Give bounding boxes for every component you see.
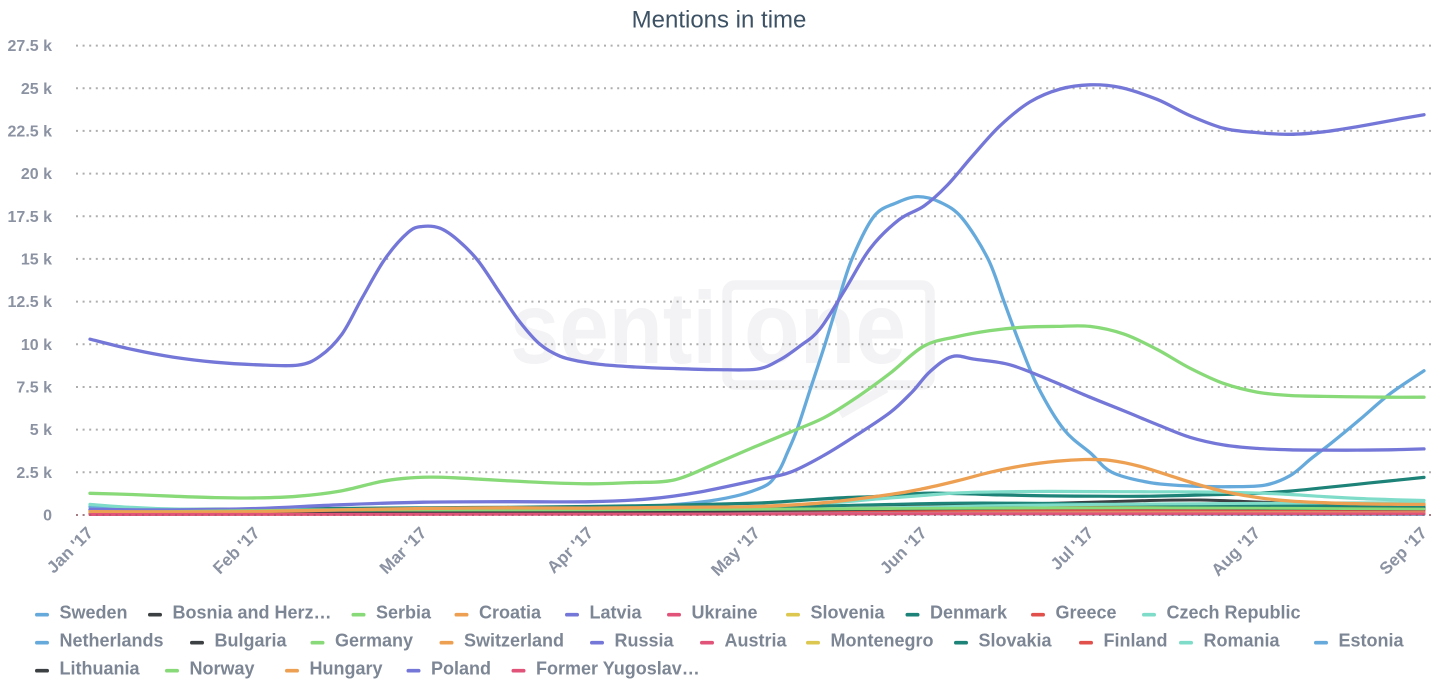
- svg-text:Romania: Romania: [1204, 631, 1281, 651]
- svg-text:Feb '17: Feb '17: [209, 523, 263, 577]
- svg-text:Bulgaria: Bulgaria: [215, 631, 288, 651]
- svg-text:Czech Republic: Czech Republic: [1167, 603, 1301, 623]
- svg-text:Slovenia: Slovenia: [811, 603, 886, 623]
- svg-text:Aug '17: Aug '17: [1208, 523, 1264, 579]
- svg-text:Bosnia and Herz…: Bosnia and Herz…: [173, 603, 332, 623]
- svg-text:Greece: Greece: [1056, 603, 1117, 623]
- svg-text:Jun '17: Jun '17: [876, 523, 930, 577]
- svg-text:15 k: 15 k: [21, 251, 52, 268]
- svg-text:10 k: 10 k: [21, 337, 52, 354]
- svg-text:Hungary: Hungary: [310, 659, 383, 679]
- svg-text:7.5 k: 7.5 k: [16, 380, 52, 397]
- svg-text:Croatia: Croatia: [479, 603, 542, 623]
- svg-text:Jan '17: Jan '17: [43, 523, 97, 577]
- svg-text:2.5 k: 2.5 k: [16, 465, 52, 482]
- svg-text:Latvia: Latvia: [590, 603, 643, 623]
- svg-text:Denmark: Denmark: [930, 603, 1008, 623]
- svg-text:Apr '17: Apr '17: [543, 523, 597, 577]
- svg-text:Sep '17: Sep '17: [1376, 523, 1431, 578]
- svg-text:Former Yugoslav…: Former Yugoslav…: [536, 659, 700, 679]
- svg-text:Slovakia: Slovakia: [979, 631, 1053, 651]
- svg-text:May '17: May '17: [707, 523, 763, 579]
- svg-text:Norway: Norway: [190, 659, 255, 679]
- svg-text:Mar '17: Mar '17: [376, 523, 430, 577]
- svg-text:Austria: Austria: [725, 631, 788, 651]
- svg-text:27.5 k: 27.5 k: [8, 38, 53, 55]
- svg-text:12.5 k: 12.5 k: [8, 294, 53, 311]
- svg-text:17.5 k: 17.5 k: [8, 209, 53, 226]
- svg-text:Estonia: Estonia: [1339, 631, 1405, 651]
- svg-text:one: one: [744, 271, 906, 385]
- svg-text:22.5 k: 22.5 k: [8, 123, 53, 140]
- svg-text:Montenegro: Montenegro: [831, 631, 934, 651]
- svg-text:25 k: 25 k: [21, 81, 52, 98]
- svg-text:Finland: Finland: [1104, 631, 1168, 651]
- svg-text:20 k: 20 k: [21, 166, 52, 183]
- svg-text:5 k: 5 k: [30, 422, 52, 439]
- svg-text:Lithuania: Lithuania: [60, 659, 141, 679]
- svg-text:Germany: Germany: [335, 631, 413, 651]
- svg-text:Sweden: Sweden: [60, 603, 128, 623]
- svg-text:Serbia: Serbia: [376, 603, 432, 623]
- svg-text:Netherlands: Netherlands: [60, 631, 164, 651]
- svg-text:Switzerland: Switzerland: [464, 631, 564, 651]
- svg-text:Mentions in time: Mentions in time: [632, 7, 807, 34]
- svg-text:Poland: Poland: [431, 659, 491, 679]
- svg-text:Russia: Russia: [615, 631, 675, 651]
- svg-text:Jul '17: Jul '17: [1047, 523, 1097, 573]
- svg-text:Ukraine: Ukraine: [692, 603, 758, 623]
- svg-text:0: 0: [43, 508, 52, 525]
